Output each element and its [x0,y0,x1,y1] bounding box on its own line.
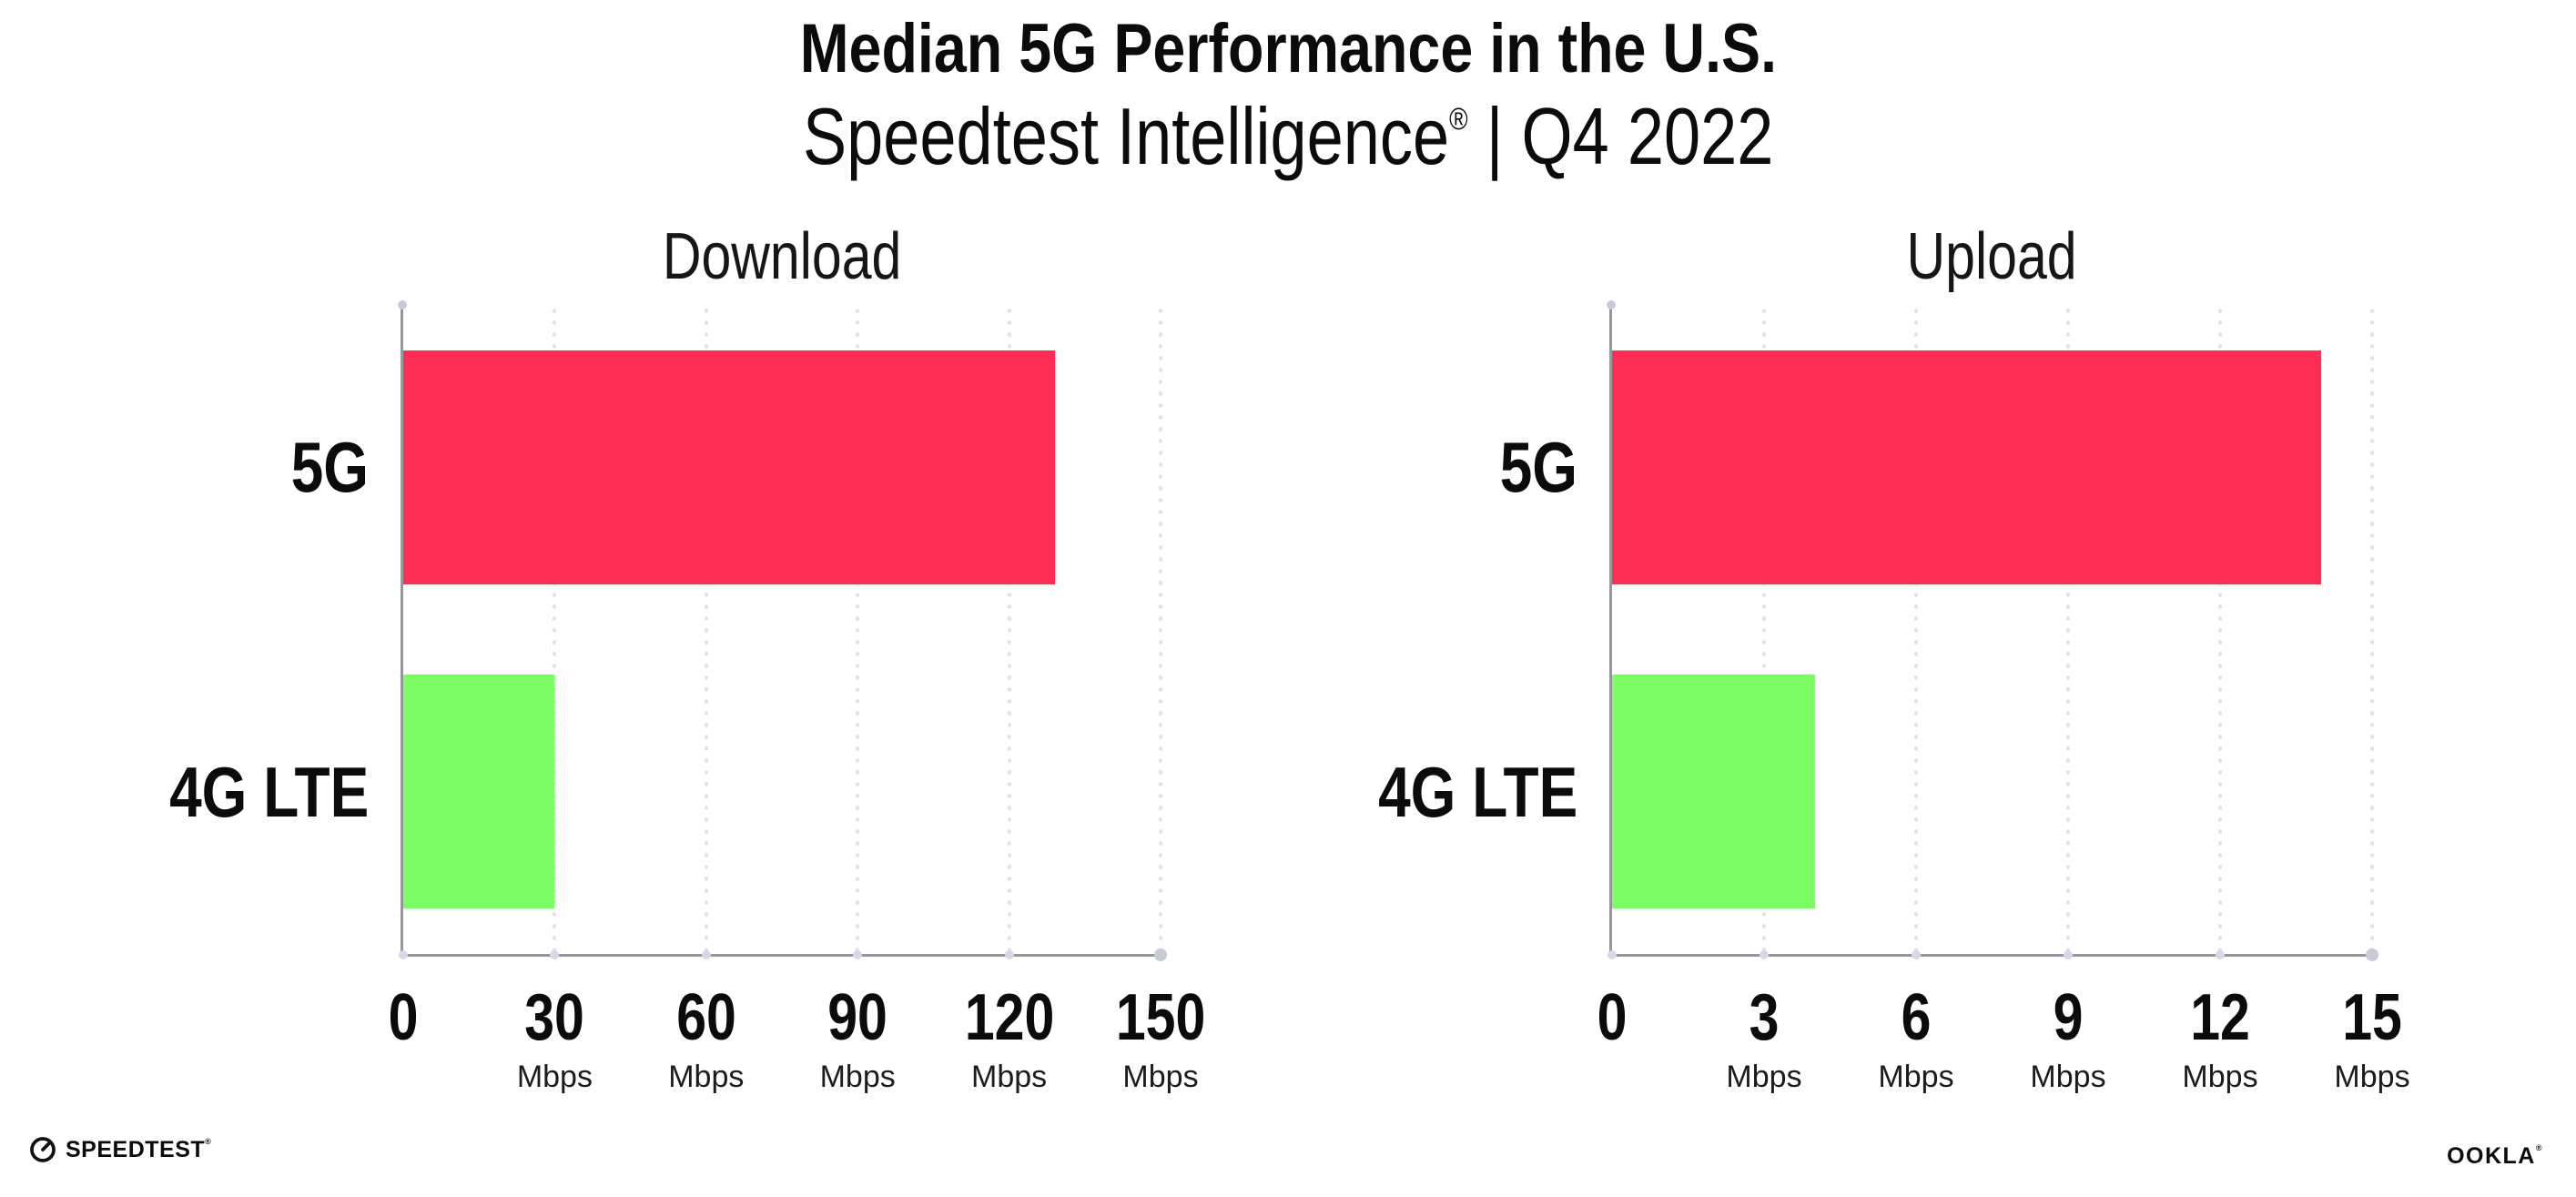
category-label-text: 4G LTE [168,751,369,832]
axis-tick-dot-download-60 [701,950,711,959]
y-axis-topcap-dot-upload [1606,300,1616,309]
axis-tick-dot-upload-3 [1760,950,1769,959]
bar-5g-upload [1612,350,2322,584]
gridline-upload-12 [2218,305,2222,954]
gridline-download-60 [704,305,708,954]
axis-tick-dot-upload-0 [1607,950,1617,959]
x-tick-value: 15 [2342,981,2402,1054]
x-tick-value: 9 [2053,981,2084,1054]
gridline-download-120 [1007,305,1011,954]
x-tick-value: 150 [1115,981,1206,1054]
x-tick-label-upload-3: 3 [1628,985,1901,1050]
ookla-wordmark: OOKLA® [2447,1143,2543,1169]
registered-trademark-icon: ® [1448,102,1468,137]
axis-tick-dot-upload-6 [1912,950,1921,959]
page-title: Median 5G Performance in the U.S. [0,11,2576,87]
x-tick-value: 3 [1749,981,1780,1054]
x-tick-label-download-120: 120 [873,985,1146,1050]
axis-tick-dot-upload-12 [2216,950,2225,959]
axis-tick-dot-download-0 [399,950,408,959]
y-axis-topcap-dot-download [397,300,407,309]
speedtest-registered-icon: ® [205,1136,212,1146]
x-tick-label-download-150: 150 [1024,985,1297,1050]
x-tick-label-upload-6: 6 [1780,985,2053,1050]
axis-tick-dot-download-30 [550,950,560,959]
chart-title-text: Upload [1906,220,2078,293]
chart-title-download: Download [418,224,1146,289]
speedtest-wordmark: SPEEDTEST® [66,1137,211,1163]
y-axis-line-download [401,305,403,957]
x-tick-value: 12 [2190,981,2250,1054]
x-tick-label-download-90: 90 [721,985,994,1050]
chart-title-text: Download [662,220,902,293]
speedtest-logo: SPEEDTEST® [29,1136,211,1163]
x-tick-value: 30 [524,981,585,1054]
axis-tick-dot-upload-9 [2064,950,2073,959]
gridline-download-150 [1159,305,1162,954]
x-tick-label-upload-9: 9 [1932,985,2205,1050]
x-tick-value: 60 [675,981,736,1054]
bar-5g-download [403,350,1055,584]
x-tick-value: 0 [1597,981,1628,1054]
x-tick-label-upload-15: 15 [2236,985,2509,1050]
x-tick-unit-upload-3: Mbps [1726,1060,1802,1094]
speedtest-wordmark-text: SPEEDTEST [66,1136,206,1162]
x-tick-label-upload-12: 12 [2084,985,2357,1050]
gridline-download-90 [856,305,860,954]
gridline-upload-9 [2066,305,2070,954]
x-tick-value: 90 [827,981,888,1054]
x-tick-unit-upload-9: Mbps [2030,1060,2106,1094]
subtitle-period: | Q4 2022 [1486,91,1774,181]
gridline-upload-6 [1914,305,1918,954]
x-tick-unit-upload-15: Mbps [2334,1060,2410,1094]
x-tick-unit-upload-6: Mbps [1878,1060,1954,1094]
bar-4g-lte-download [403,675,555,909]
page-title-text: Median 5G Performance in the U.S. [799,10,1777,87]
x-tick-unit-download-60: Mbps [668,1060,745,1094]
x-tick-unit-download-90: Mbps [819,1060,896,1094]
ookla-registered-icon: ® [2535,1143,2543,1152]
x-tick-label-upload-0: 0 [1476,985,1749,1050]
chart-title-upload: Upload [1628,224,2357,289]
category-label-text: 5G [1499,427,1577,508]
x-tick-label-download-60: 60 [570,985,843,1050]
gridline-upload-15 [2370,305,2374,954]
x-axis-line-upload [1609,954,2372,957]
page-subtitle: Speedtest Intelligence® | Q4 2022 [0,91,2576,181]
x-axis-endcap-dot-upload [2366,948,2378,961]
x-tick-unit-download-30: Mbps [516,1060,593,1094]
x-tick-value: 6 [1901,981,1932,1054]
category-label-text: 4G LTE [1377,751,1577,832]
x-axis-endcap-dot-download [1154,948,1167,961]
speedometer-gauge-icon [30,1137,56,1162]
x-axis-line-download [401,954,1161,957]
y-axis-line-upload [1609,305,1612,957]
page-subtitle-text: Speedtest Intelligence® | Q4 2022 [802,91,1774,181]
x-tick-value: 0 [388,981,419,1054]
axis-tick-dot-download-120 [1004,950,1014,959]
x-tick-label-download-30: 30 [418,985,691,1050]
x-tick-value: 120 [964,981,1054,1054]
axis-tick-dot-download-90 [853,950,863,959]
x-tick-unit-upload-12: Mbps [2182,1060,2258,1094]
category-label-text: 5G [290,427,369,508]
subtitle-product: Speedtest Intelligence [802,91,1449,181]
ookla-logo: OOKLA® [2447,1143,2543,1170]
gridline-download-30 [553,305,557,954]
gridline-upload-3 [1762,305,1766,954]
x-tick-unit-download-150: Mbps [1122,1060,1199,1094]
ookla-wordmark-text: OOKLA [2447,1143,2536,1169]
x-tick-unit-download-120: Mbps [971,1060,1048,1094]
bar-4g-lte-upload [1612,675,1815,909]
x-tick-label-download-0: 0 [267,985,540,1050]
